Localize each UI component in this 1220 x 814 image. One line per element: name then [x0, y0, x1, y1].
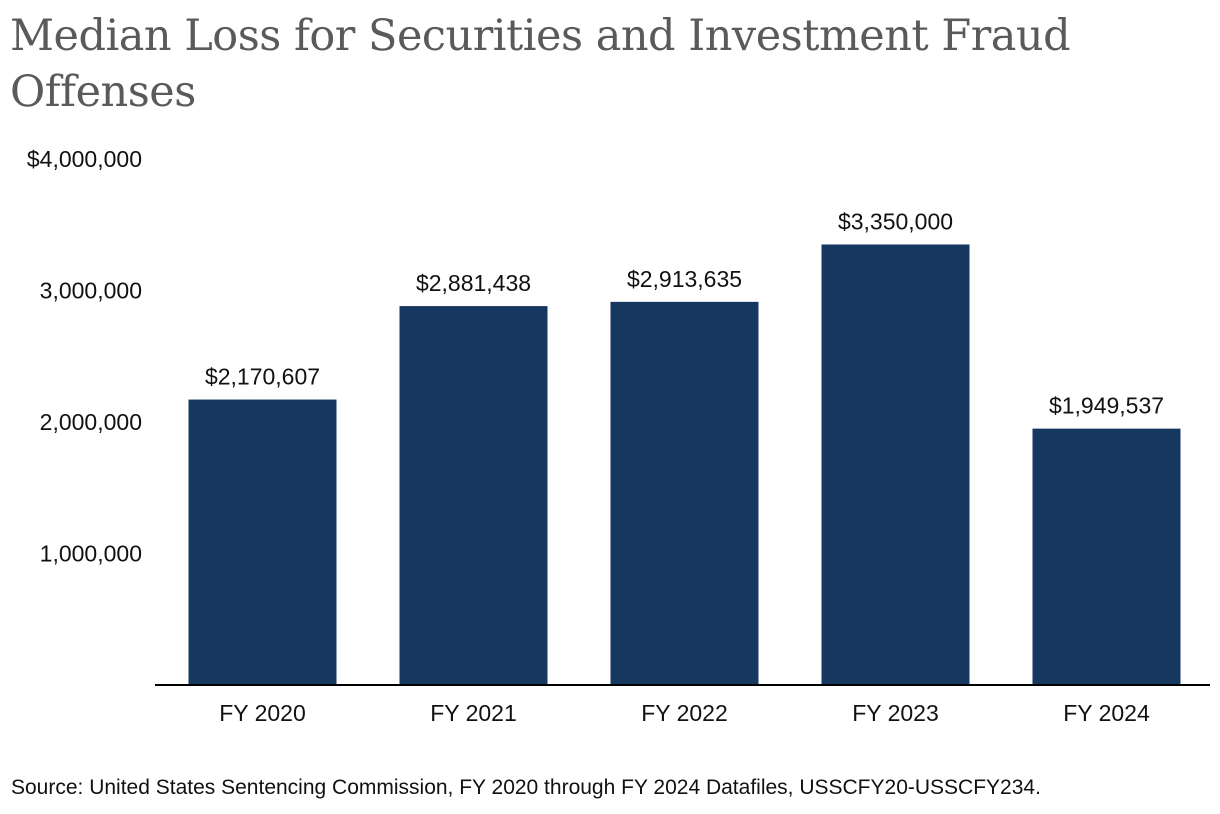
y-tick-label: 2,000,000: [40, 409, 142, 435]
bar-series: [188, 244, 1181, 685]
y-tick-label: 3,000,000: [40, 278, 142, 304]
x-tick-label: FY 2020: [219, 700, 306, 726]
bar: [399, 306, 548, 685]
x-tick-label: FY 2021: [430, 700, 517, 726]
bar-value-label: $3,350,000: [838, 208, 953, 234]
y-tick-label: $4,000,000: [27, 146, 142, 172]
bar-value-label: $2,913,635: [627, 266, 742, 292]
bar: [610, 301, 759, 685]
x-tick-label: FY 2022: [641, 700, 728, 726]
y-tick-label: 1,000,000: [40, 541, 142, 567]
bar-value-label: $1,949,537: [1049, 393, 1164, 419]
bar-value-labels: $2,170,607 $2,881,438 $2,913,635 $3,350,000…: [205, 208, 1164, 418]
x-axis-tick-labels: FY 2020 FY 2021 FY 2022 FY 2023 FY 2024: [219, 700, 1150, 726]
bar-value-label: $2,170,607: [205, 364, 320, 390]
bar: [1032, 428, 1181, 685]
x-tick-label: FY 2024: [1063, 700, 1150, 726]
chart-title: Median Loss for Securities and Investmen…: [10, 11, 1071, 117]
bar: [188, 399, 337, 685]
bar-value-label: $2,881,438: [416, 270, 531, 296]
y-axis-tick-labels: 1,000,000 2,000,000 3,000,000 $4,000,000: [27, 146, 142, 567]
x-tick-label: FY 2023: [852, 700, 939, 726]
source-note: Source: United States Sentencing Commiss…: [11, 776, 1041, 799]
bar: [821, 244, 970, 685]
